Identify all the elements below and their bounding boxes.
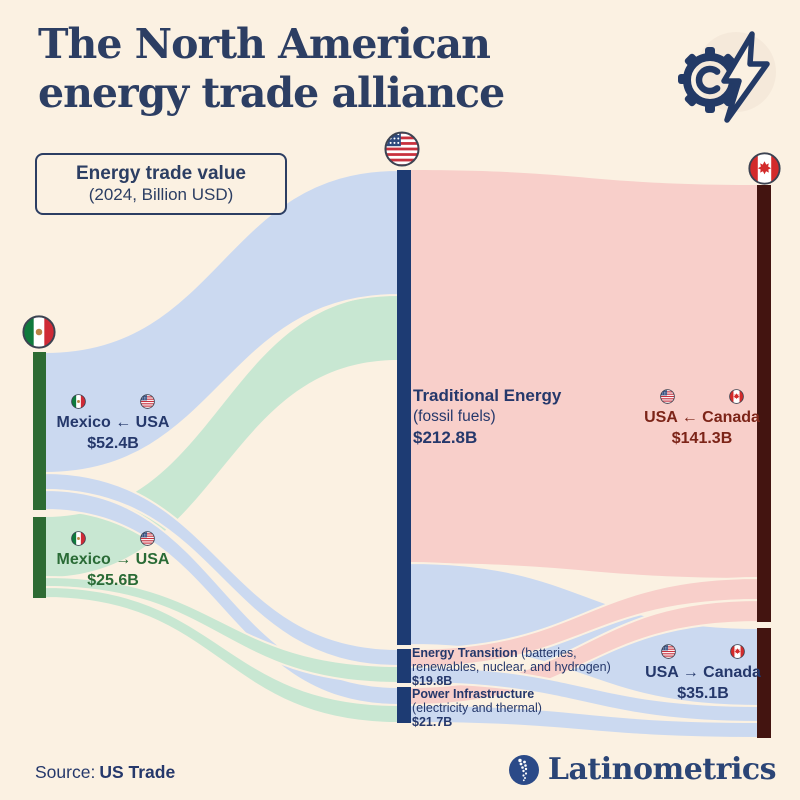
category-title: Power Infrastructure [412, 687, 535, 701]
label-flags [40, 531, 186, 547]
gear-lightning-icon [678, 31, 776, 123]
usa-flag-icon [661, 644, 676, 660]
node-canada-exports-to-usa [757, 185, 771, 622]
label-mexico-imports: Mexico ← USA $52.4B [40, 394, 186, 454]
legend-box: Energy trade value (2024, Billion USD) [35, 153, 287, 215]
label-traditional-energy: Traditional Energy (fossil fuels) $212.8… [413, 385, 633, 449]
mexico-flag-icon [22, 315, 56, 349]
category-title: Traditional Energy [413, 386, 562, 405]
node-usa-power-infrastructure [397, 687, 411, 723]
label-mexico-exports: Mexico → USA $25.6B [40, 531, 186, 591]
category-title-row: Energy Transition (batteries, renewables… [412, 646, 624, 674]
flow-canada-to-usa-traditional [410, 170, 759, 578]
flow-value: $35.1B [677, 685, 729, 703]
flow-label: USA ← Canada [644, 409, 760, 426]
category-subtitle: (electricity and thermal) [412, 701, 542, 715]
label-energy-transition: Energy Transition (batteries, renewables… [412, 646, 624, 688]
source-value: US Trade [99, 762, 176, 782]
node-usa-traditional-energy [397, 170, 411, 645]
flow-label: USA → Canada [645, 664, 761, 681]
category-value: $21.7B [412, 715, 453, 729]
usa-flag-icon [140, 394, 155, 410]
flow-label: Mexico → USA [56, 551, 170, 568]
category-title: Energy Transition [412, 646, 518, 660]
flow-value: $52.4B [87, 435, 139, 453]
page-title: The North American energy trade alliance [38, 20, 505, 118]
legend-subtitle: (2024, Billion USD) [88, 185, 234, 204]
node-canada-imports-from-usa [757, 628, 771, 738]
flow-value: $141.3B [671, 430, 733, 448]
usa-flag-icon [660, 389, 675, 405]
brand-logo: Latinometrics [508, 752, 777, 787]
brand-name: Latinometrics [547, 752, 777, 787]
legend-title: Energy trade value [75, 163, 247, 184]
source-label: Source: [35, 762, 96, 782]
usa-flag-icon [140, 531, 155, 547]
label-usa-imports-canada: USA ← Canada $141.3B [628, 389, 776, 449]
page-title-line1: The North American [38, 20, 491, 68]
category-value: $212.8B [413, 428, 478, 448]
usa-flag-icon [384, 131, 420, 167]
category-subtitle: (fossil fuels) [413, 408, 496, 426]
label-flags [40, 394, 186, 410]
canada-flag-icon [729, 389, 744, 405]
label-power-infrastructure: Power Infrastructure (electricity and th… [412, 687, 624, 729]
category-value: $19.8B [412, 674, 453, 688]
node-mexico-exports-to-usa [33, 517, 46, 598]
source-note: Source: US Trade [35, 762, 175, 783]
node-usa-energy-transition [397, 649, 411, 683]
canada-flag-icon [730, 644, 745, 660]
latinometrics-globe-icon [508, 754, 539, 785]
label-flags [628, 389, 776, 405]
label-usa-exports-canada: USA → Canada $35.1B [632, 644, 774, 704]
page-title-line2: energy trade alliance [38, 69, 505, 118]
mexico-flag-icon [71, 531, 86, 547]
label-flags [632, 644, 774, 660]
canada-flag-icon [748, 152, 781, 185]
flow-value: $25.6B [87, 572, 139, 590]
category-subtitle: (batteries, renewables, nuclear, and hyd… [412, 646, 611, 674]
mexico-flag-icon [71, 394, 86, 410]
flow-label: Mexico ← USA [56, 414, 170, 431]
node-mexico-imports-from-usa [33, 352, 46, 510]
lightning-bolt-icon [721, 31, 770, 123]
